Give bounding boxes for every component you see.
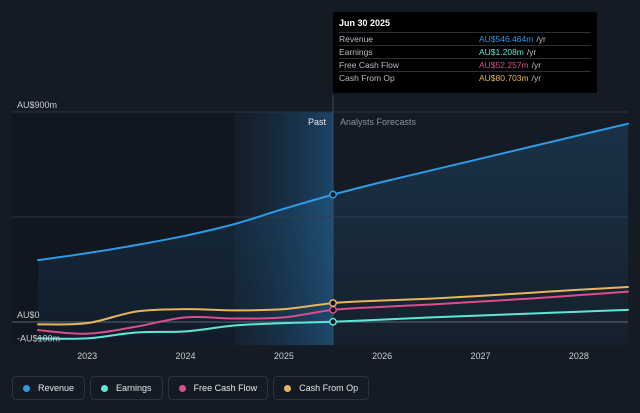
tooltip-row-earnings: Earnings AU$1.208m /yr xyxy=(339,45,591,58)
tooltip-value: AU$52.257m xyxy=(479,60,529,70)
free-cash-flow-marker xyxy=(329,305,337,314)
legend-label: Earnings xyxy=(116,383,152,393)
tooltip-value: AU$546.464m xyxy=(479,34,534,44)
tooltip-value: AU$80.703m xyxy=(479,73,529,83)
tooltip-label: Revenue xyxy=(339,34,374,44)
forecast-label: Analysts Forecasts xyxy=(340,117,417,127)
tooltip-unit: /yr xyxy=(531,60,542,70)
legend-dot-icon xyxy=(101,384,109,392)
legend-label: Cash From Op xyxy=(299,383,359,393)
legend-dot-icon xyxy=(178,384,186,392)
tooltip-row-free-cash-flow: Free Cash Flow AU$52.257m /yr xyxy=(339,58,591,71)
revenue-marker xyxy=(329,190,337,199)
tooltip-unit: /yr xyxy=(526,47,537,57)
y-tick-label: AU$900m xyxy=(17,100,57,110)
legend-dot-icon xyxy=(23,384,30,392)
tooltip-value: AU$1.208m xyxy=(479,47,524,57)
tooltip-row-revenue: Revenue AU$546.464m /yr xyxy=(339,32,591,45)
legend-dot-icon xyxy=(284,384,292,392)
tooltip-label: Earnings xyxy=(339,47,373,57)
cash-from-op-marker xyxy=(329,299,337,308)
chart-legend: Revenue Earnings Free Cash Flow Cash Fro… xyxy=(12,376,370,400)
legend-item-free-cash-flow[interactable]: Free Cash Flow xyxy=(167,376,269,400)
past-label: Past xyxy=(308,117,327,127)
tooltip-unit: /yr xyxy=(531,73,542,83)
legend-item-earnings[interactable]: Earnings xyxy=(90,376,163,400)
x-tick-label: 2024 xyxy=(175,351,195,361)
legend-item-cash-from-op[interactable]: Cash From Op xyxy=(273,376,370,400)
x-tick-label: 2025 xyxy=(274,351,294,361)
earnings-marker xyxy=(329,317,337,326)
chart-tooltip: Jun 30 2025 Revenue AU$546.464m /yr Earn… xyxy=(333,12,597,93)
y-tick-label: AU$0 xyxy=(17,310,40,320)
tooltip-row-cash-from-op: Cash From Op AU$80.703m /yr xyxy=(339,71,591,84)
x-tick-label: 2027 xyxy=(470,351,490,361)
x-tick-label: 2028 xyxy=(569,351,589,361)
legend-label: Revenue xyxy=(38,383,75,393)
tooltip-unit: /yr xyxy=(536,34,546,44)
tooltip-date: Jun 30 2025 xyxy=(339,18,391,28)
tooltip-label: Cash From Op xyxy=(339,73,395,83)
tooltip-label: Free Cash Flow xyxy=(339,60,399,70)
x-tick-label: 2026 xyxy=(372,351,392,361)
legend-label: Free Cash Flow xyxy=(193,383,258,393)
legend-item-revenue[interactable]: Revenue xyxy=(12,376,86,400)
x-tick-label: 2023 xyxy=(77,351,97,361)
y-tick-label: -AU$100m xyxy=(17,333,60,343)
